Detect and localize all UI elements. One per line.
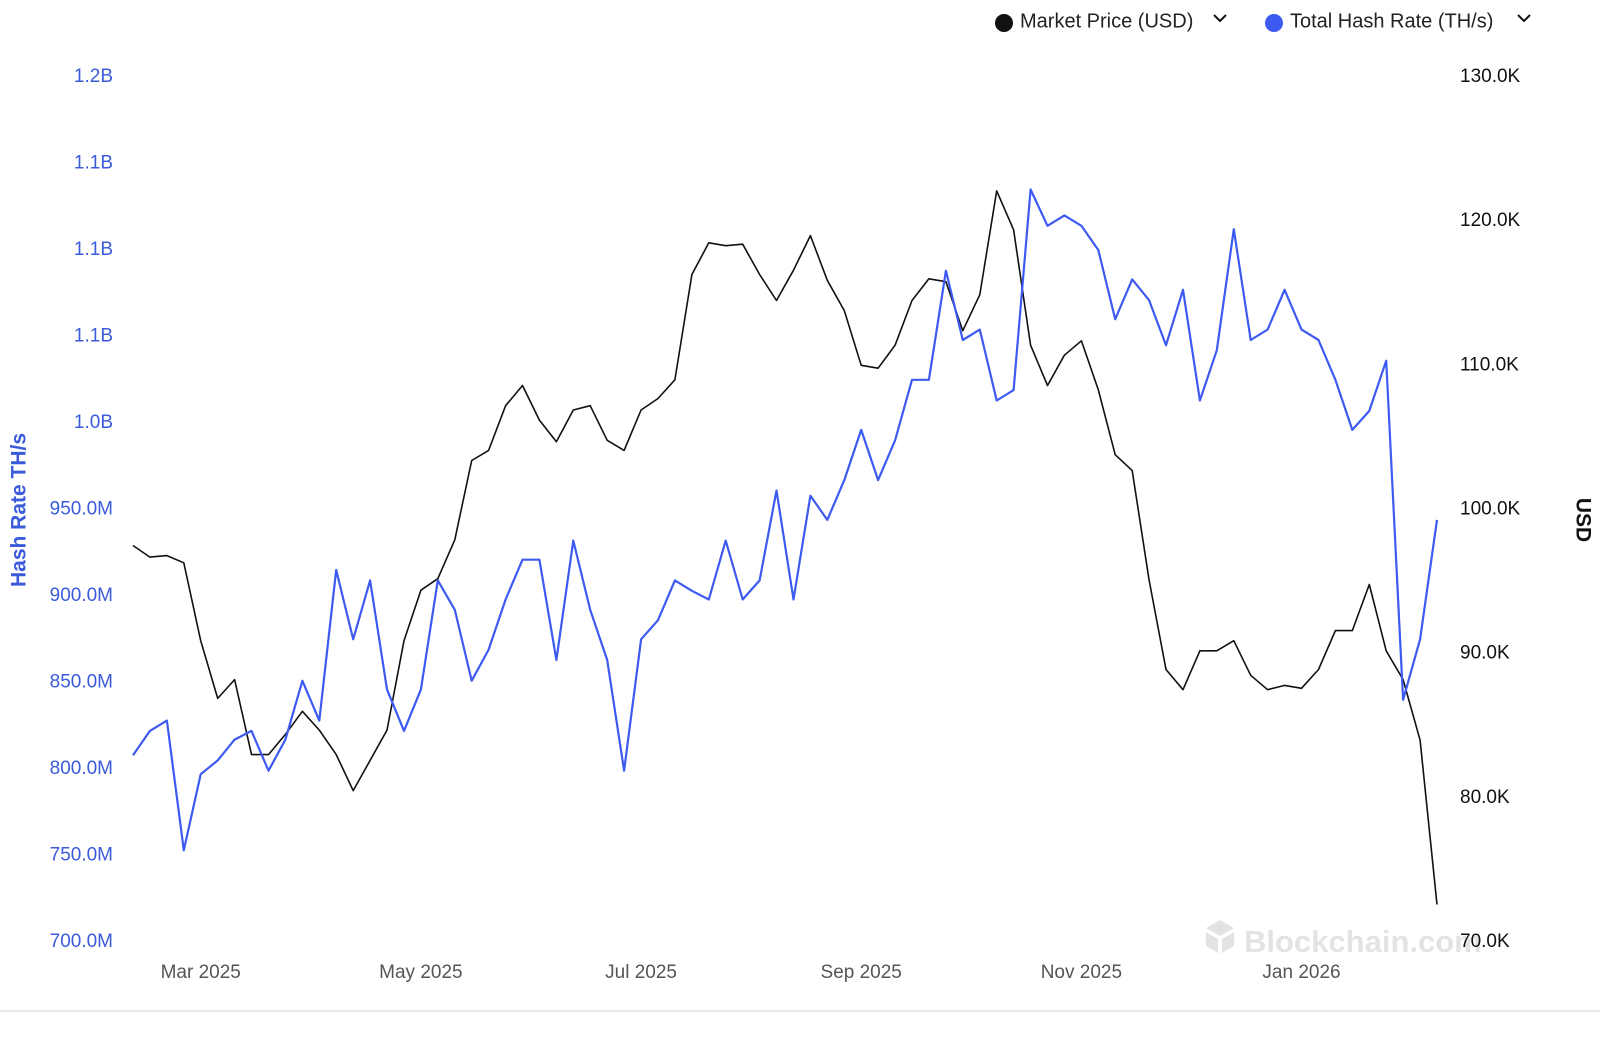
legend-label[interactable]: Market Price (USD) [1020, 10, 1193, 32]
y2-axis-title: USD [1571, 498, 1594, 542]
y2-tick-label: 90.0K [1460, 643, 1510, 664]
legend-marker-hash [1265, 14, 1283, 32]
y2-tick-label: 80.0K [1460, 787, 1510, 808]
watermark-text: Blockchain.com [1244, 924, 1482, 959]
y2-tick-label: 70.0K [1460, 931, 1510, 952]
watermark: Blockchain.com [1206, 920, 1482, 959]
legend-label[interactable]: Total Hash Rate (TH/s) [1290, 10, 1493, 32]
y2-tick-label: 120.0K [1460, 210, 1521, 231]
y-tick-label: 950.0M [50, 499, 113, 520]
x-tick-label: Mar 2025 [161, 962, 241, 983]
y2-tick-label: 100.0K [1460, 499, 1521, 520]
x-tick-label: May 2025 [379, 962, 462, 983]
series-line [132, 190, 1438, 905]
y-tick-label: 750.0M [50, 845, 113, 866]
y2-tick-label: 110.0K [1460, 354, 1519, 375]
y-axis-title: Hash Rate TH/s [8, 433, 31, 587]
y-tick-label: 1.1B [74, 326, 113, 347]
y-tick-label: 1.2B [74, 66, 113, 87]
x-tick-label: Nov 2025 [1041, 962, 1122, 983]
y-tick-label: 700.0M [50, 931, 113, 952]
legend: Market Price (USD) Total Hash Rate (TH/s… [995, 10, 1531, 32]
y-tick-label: 900.0M [50, 585, 113, 606]
y-tick-label: 800.0M [50, 758, 113, 779]
y-tick-label: 1.0B [74, 412, 113, 433]
series-line [132, 188, 1439, 852]
y-tick-label: 1.1B [74, 239, 113, 260]
x-tick-label: Jul 2025 [605, 962, 677, 983]
legend-marker-price [995, 14, 1013, 32]
legend-chevron[interactable] [1213, 14, 1227, 23]
y-tick-label: 1.1B [74, 153, 113, 174]
watermark-logo [1206, 920, 1234, 953]
y-tick-label: 850.0M [50, 672, 113, 693]
legend-chevron[interactable] [1517, 14, 1531, 23]
x-tick-label: Sep 2025 [821, 962, 902, 983]
y2-tick-label: 130.0K [1460, 66, 1521, 87]
x-tick-label: Jan 2026 [1262, 962, 1340, 983]
